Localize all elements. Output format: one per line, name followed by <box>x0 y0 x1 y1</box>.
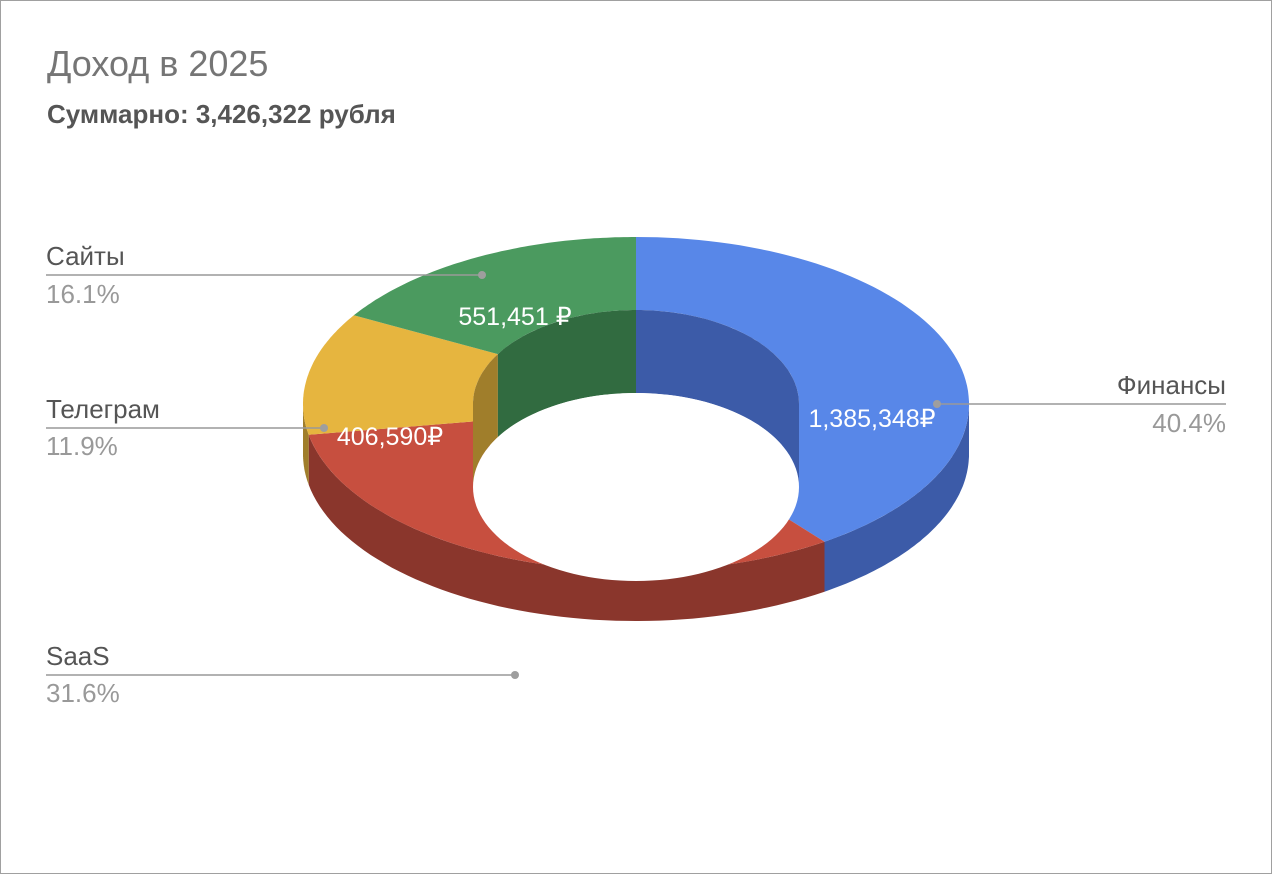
slice-value-label: 1,083,933₽ <box>476 617 603 645</box>
slice-labels: Финансы 40.4% 1,385,348₽ SaaS 31.6% 1,083,933… <box>46 241 1226 708</box>
slice-side-2 <box>303 404 309 485</box>
slice-value-label: 551,451 ₽ <box>458 303 571 331</box>
slice-percent-label: 31.6% <box>46 678 120 708</box>
slice-inner-wall-2 <box>473 354 498 487</box>
slice-0[interactable] <box>636 237 969 542</box>
chart-title: Доход в 2025 <box>47 43 269 84</box>
donut-hole <box>473 393 799 581</box>
slice-inner-wall-3 <box>497 310 636 438</box>
slice-percent-label: 40.4% <box>1152 408 1226 438</box>
slice-3[interactable] <box>353 237 636 355</box>
slice-name-label: Финансы <box>1117 370 1226 400</box>
slice-side-0 <box>824 404 969 592</box>
leader-lines <box>46 271 1226 679</box>
leader-dot-1 <box>511 671 519 679</box>
slice-name-label: Телеграм <box>46 394 160 424</box>
slice-percent-label: 16.1% <box>46 279 120 309</box>
slice-value-label: 406,590₽ <box>337 423 443 451</box>
slice-value-label: 1,385,348₽ <box>808 405 935 433</box>
slice-name-label: SaaS <box>46 641 110 671</box>
slice-2[interactable] <box>303 315 498 435</box>
leader-dot-3 <box>478 271 486 279</box>
chart-subtitle: Суммарно: 3,426,322 рубля <box>47 99 396 129</box>
slice-tops <box>303 237 969 581</box>
slice-percent-label: 11.9% <box>46 431 118 461</box>
slice-name-label: Сайты <box>46 241 125 271</box>
leader-dot-0 <box>933 400 941 408</box>
slice-inner-wall-0 <box>636 310 799 487</box>
leader-dot-2 <box>320 424 328 432</box>
